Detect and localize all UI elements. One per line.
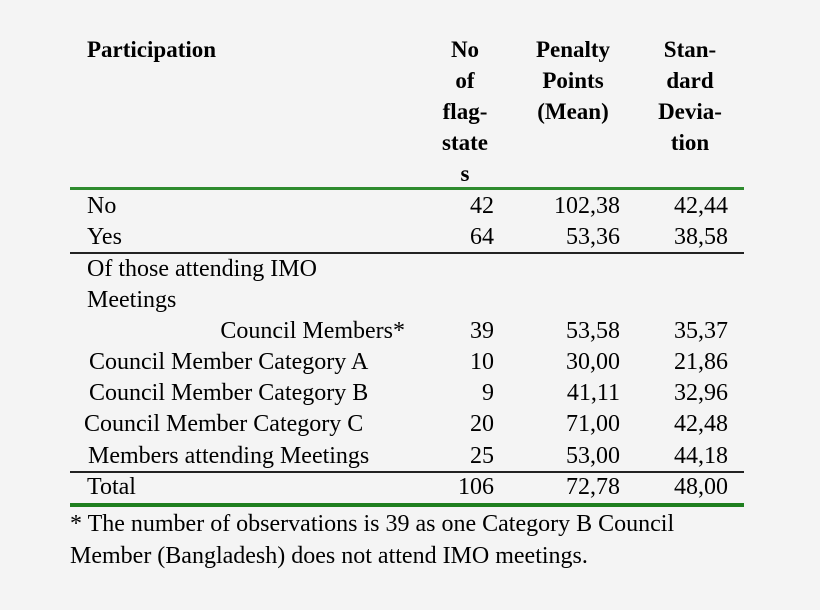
header-line: state bbox=[442, 130, 488, 155]
cell-standard-deviation: 35,37 bbox=[674, 318, 728, 344]
total-rule bbox=[70, 471, 744, 473]
header-penalty-points: Penalty Points (Mean) bbox=[523, 34, 623, 127]
cell-standard-deviation: 42,44 bbox=[674, 193, 728, 219]
cell-penalty-mean: 102,38 bbox=[554, 193, 620, 219]
row-label: Of those attending IMO bbox=[87, 256, 317, 282]
row-label: Council Members* bbox=[220, 318, 405, 344]
cell-flag-states: 106 bbox=[458, 474, 494, 500]
cell-penalty-mean: 72,78 bbox=[566, 474, 620, 500]
header-line: dard bbox=[666, 68, 714, 93]
cell-flag-states: 9 bbox=[482, 380, 494, 406]
footnote-line-1: * The number of observations is 39 as on… bbox=[70, 511, 675, 537]
header-line: Devia- bbox=[658, 99, 722, 124]
cell-flag-states: 42 bbox=[470, 193, 494, 219]
bottom-rule bbox=[70, 503, 744, 507]
cell-penalty-mean: 53,00 bbox=[566, 443, 620, 469]
section-rule bbox=[70, 252, 744, 254]
cell-penalty-mean: 71,00 bbox=[566, 411, 620, 437]
row-label: Council Member Category B bbox=[89, 380, 369, 406]
header-line: (Mean) bbox=[537, 99, 609, 124]
row-label: Meetings bbox=[87, 287, 177, 313]
header-line: Stan- bbox=[663, 37, 717, 62]
cell-standard-deviation: 32,96 bbox=[674, 380, 728, 406]
header-rule bbox=[70, 187, 744, 190]
cell-standard-deviation: 44,18 bbox=[674, 443, 728, 469]
row-label: No bbox=[87, 193, 117, 219]
header-line: of bbox=[455, 68, 475, 93]
row-label: Council Member Category A bbox=[89, 349, 369, 375]
header-line: s bbox=[460, 161, 470, 186]
header-no-flag-states: No of flag- state s bbox=[425, 34, 505, 189]
row-label: Members attending Meetings bbox=[88, 443, 370, 469]
cell-penalty-mean: 30,00 bbox=[566, 349, 620, 375]
header-line: Penalty bbox=[535, 37, 611, 62]
header-line: Points bbox=[542, 68, 604, 93]
header-standard-deviation: Stan- dard Devia- tion bbox=[645, 34, 735, 158]
cell-standard-deviation: 38,58 bbox=[674, 224, 728, 250]
row-label: Council Member Category C bbox=[84, 411, 364, 437]
cell-standard-deviation: 21,86 bbox=[674, 349, 728, 375]
row-label: Yes bbox=[87, 224, 122, 250]
header-line: tion bbox=[670, 130, 710, 155]
header-participation: Participation bbox=[87, 37, 217, 62]
cell-penalty-mean: 53,36 bbox=[566, 224, 620, 250]
header-line: No bbox=[450, 37, 480, 62]
cell-standard-deviation: 42,48 bbox=[674, 411, 728, 437]
cell-flag-states: 64 bbox=[470, 224, 494, 250]
cell-penalty-mean: 41,11 bbox=[566, 380, 620, 406]
header-line: flag- bbox=[442, 99, 488, 124]
cell-flag-states: 25 bbox=[470, 443, 494, 469]
cell-flag-states: 10 bbox=[470, 349, 494, 375]
cell-flag-states: 20 bbox=[470, 411, 494, 437]
cell-standard-deviation: 48,00 bbox=[674, 474, 728, 500]
cell-penalty-mean: 53,58 bbox=[566, 318, 620, 344]
row-label: Total bbox=[87, 474, 136, 500]
cell-flag-states: 39 bbox=[470, 318, 494, 344]
footnote-line-2: Member (Bangladesh) does not attend IMO … bbox=[70, 543, 588, 569]
